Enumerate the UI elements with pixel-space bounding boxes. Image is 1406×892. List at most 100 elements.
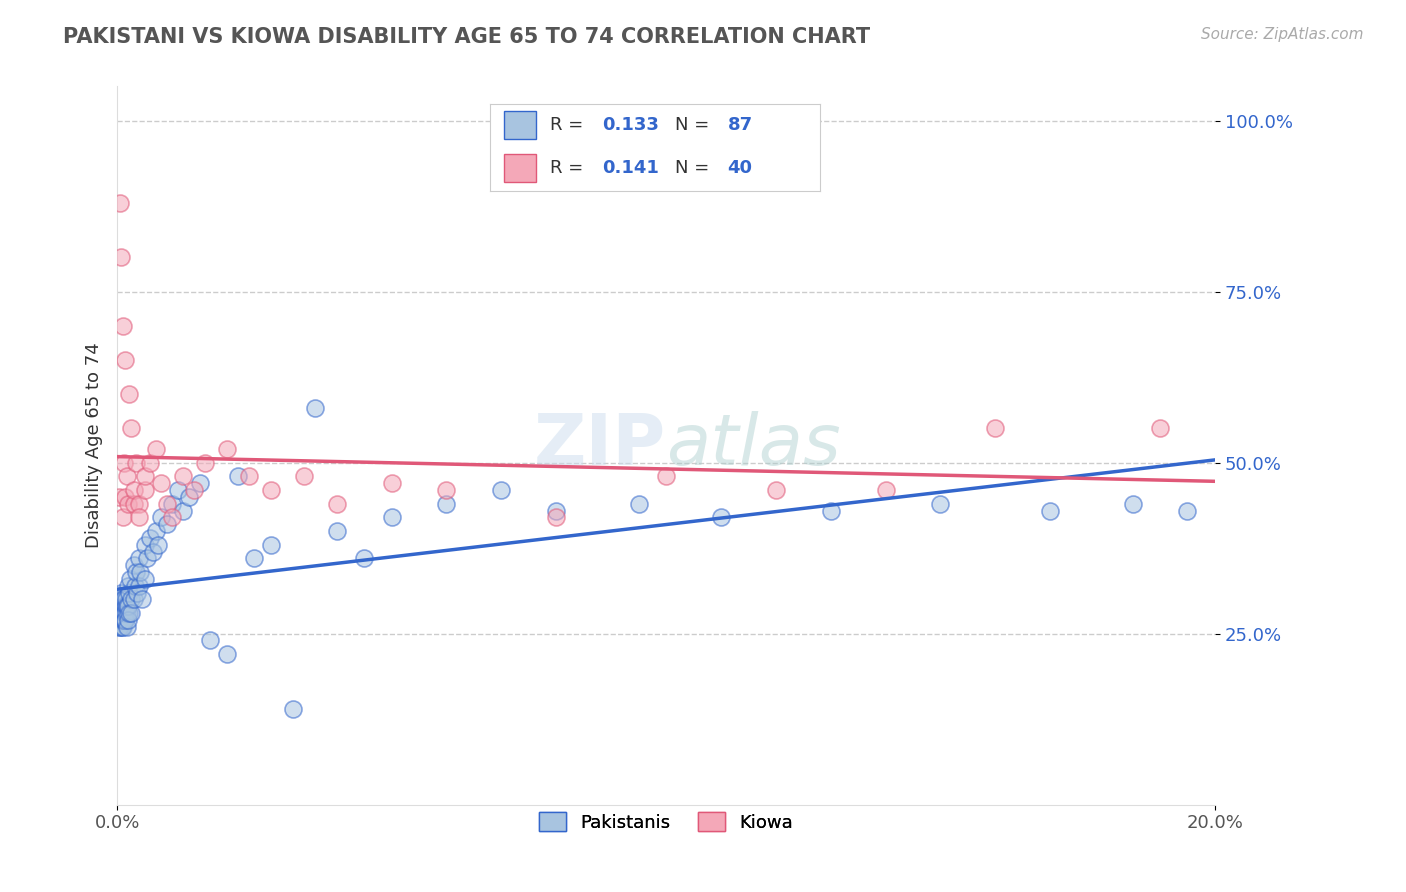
Legend: Pakistanis, Kiowa: Pakistanis, Kiowa — [531, 805, 800, 838]
Point — [117, 599, 139, 614]
Point — [1039, 503, 1062, 517]
Text: Source: ZipAtlas.com: Source: ZipAtlas.com — [1201, 27, 1364, 42]
Point — [114, 490, 136, 504]
Point — [215, 647, 238, 661]
Point — [117, 497, 139, 511]
Point — [114, 613, 136, 627]
Point — [108, 592, 131, 607]
Point — [112, 606, 135, 620]
Point — [172, 469, 194, 483]
Point — [260, 483, 283, 497]
Point — [1177, 503, 1199, 517]
Point — [491, 483, 513, 497]
Point — [188, 476, 211, 491]
Point — [128, 579, 150, 593]
Point — [292, 469, 315, 483]
Point — [122, 558, 145, 573]
Point — [125, 456, 148, 470]
Point — [353, 551, 375, 566]
Point — [112, 606, 135, 620]
Text: ZIP: ZIP — [534, 411, 666, 480]
Point — [111, 510, 134, 524]
Point — [148, 538, 170, 552]
Point — [929, 497, 952, 511]
Point — [129, 565, 152, 579]
Point — [984, 421, 1007, 435]
Point — [1121, 497, 1143, 511]
Point — [114, 613, 136, 627]
Point — [875, 483, 897, 497]
Point — [325, 497, 347, 511]
Point — [111, 318, 134, 333]
Point — [546, 510, 568, 524]
Point — [260, 538, 283, 552]
Point — [194, 456, 217, 470]
Point — [155, 517, 177, 532]
Point — [110, 606, 132, 620]
Point — [150, 510, 173, 524]
Point — [172, 503, 194, 517]
Point — [125, 565, 148, 579]
Point — [108, 490, 131, 504]
Point — [111, 592, 134, 607]
Point — [139, 456, 162, 470]
Point — [118, 585, 141, 599]
Point — [765, 483, 787, 497]
Point — [381, 510, 404, 524]
Point — [117, 613, 139, 627]
Point — [114, 353, 136, 368]
Point — [112, 613, 135, 627]
Point — [436, 483, 458, 497]
Point — [108, 620, 131, 634]
Point — [111, 613, 134, 627]
Point — [128, 551, 150, 566]
Point — [325, 524, 347, 538]
Point — [114, 599, 136, 614]
Point — [436, 497, 458, 511]
Point — [117, 579, 139, 593]
Point — [108, 195, 131, 210]
Point — [200, 633, 222, 648]
Point — [243, 551, 266, 566]
Point — [120, 592, 142, 607]
Point — [120, 572, 142, 586]
Point — [128, 497, 150, 511]
Point — [226, 469, 249, 483]
Point — [150, 476, 173, 491]
Point — [110, 585, 132, 599]
Point — [304, 401, 326, 415]
Point — [145, 524, 167, 538]
Point — [627, 497, 650, 511]
Point — [111, 606, 134, 620]
Point — [111, 599, 134, 614]
Point — [134, 538, 156, 552]
Point — [281, 702, 304, 716]
Point — [166, 483, 188, 497]
Point — [155, 497, 177, 511]
Point — [124, 579, 146, 593]
Point — [110, 620, 132, 634]
Point — [114, 606, 136, 620]
Point — [112, 592, 135, 607]
Point — [120, 606, 142, 620]
Point — [655, 469, 678, 483]
Point — [142, 544, 165, 558]
Point — [710, 510, 733, 524]
Point — [115, 599, 138, 614]
Point — [160, 497, 183, 511]
Point — [110, 599, 132, 614]
Point — [110, 606, 132, 620]
Point — [131, 592, 153, 607]
Point — [134, 469, 156, 483]
Point — [1149, 421, 1171, 435]
Point — [108, 592, 131, 607]
Point — [145, 442, 167, 456]
Point — [118, 606, 141, 620]
Point — [110, 592, 132, 607]
Point — [546, 503, 568, 517]
Point — [108, 599, 131, 614]
Point — [112, 456, 135, 470]
Point — [215, 442, 238, 456]
Point — [160, 510, 183, 524]
Point — [128, 510, 150, 524]
